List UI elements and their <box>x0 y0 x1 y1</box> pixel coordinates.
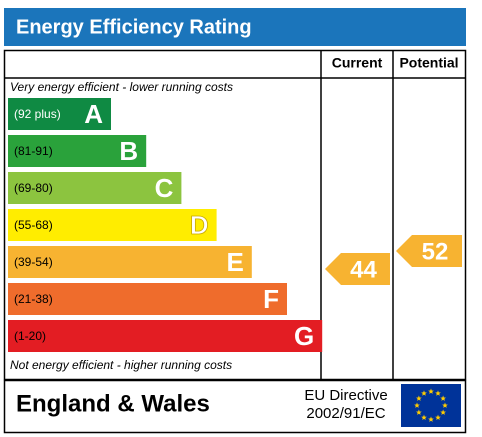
band <box>8 246 252 278</box>
eu-star <box>416 409 422 415</box>
rating-arrow <box>396 235 462 267</box>
band-letter: D <box>190 210 209 240</box>
rating-value: 44 <box>350 256 377 283</box>
band <box>8 283 287 315</box>
directive: 2002/91/EC <box>306 405 385 422</box>
band <box>8 135 147 167</box>
eu-star <box>435 390 441 396</box>
band-letter: G <box>294 321 314 351</box>
footer-frame <box>3 379 467 434</box>
column-header: Current <box>332 55 383 71</box>
eu-star <box>435 414 441 421</box>
region: England & Wales <box>16 390 210 417</box>
band-range: (55-68) <box>14 218 53 232</box>
band-range: (81-91) <box>14 144 53 158</box>
eu-star <box>421 390 427 396</box>
band-letter: B <box>119 136 138 166</box>
title-bar <box>4 8 466 46</box>
eu-star <box>428 416 434 422</box>
top-note: Very energy efficient - lower running co… <box>10 80 233 94</box>
eu-star <box>421 414 427 421</box>
band-range: (1-20) <box>14 329 46 343</box>
eu-star <box>414 402 420 408</box>
rating-arrow <box>325 253 390 285</box>
bottom-note: Not energy efficient - higher running co… <box>10 358 232 372</box>
column-header: Potential <box>399 55 458 71</box>
band-range: (21-38) <box>14 292 53 306</box>
band-letter: E <box>226 247 243 277</box>
eu-star <box>416 395 422 401</box>
band <box>8 98 111 130</box>
main-frame <box>3 49 467 381</box>
directive: EU Directive <box>304 387 387 404</box>
rating-value: 52 <box>422 238 449 265</box>
band <box>8 320 323 352</box>
band <box>8 209 217 241</box>
eu-star <box>440 409 446 415</box>
band-letter: F <box>263 284 279 314</box>
band-range: (92 plus) <box>14 107 61 121</box>
band <box>8 172 182 204</box>
band-range: (39-54) <box>14 255 53 269</box>
band-letter: A <box>84 99 103 129</box>
eu-star <box>428 388 434 394</box>
eu-star <box>440 395 446 401</box>
band-letter: C <box>155 173 174 203</box>
title: Energy Efficiency Rating <box>16 16 252 38</box>
eu-star <box>442 402 448 408</box>
band-range: (69-80) <box>14 181 53 195</box>
